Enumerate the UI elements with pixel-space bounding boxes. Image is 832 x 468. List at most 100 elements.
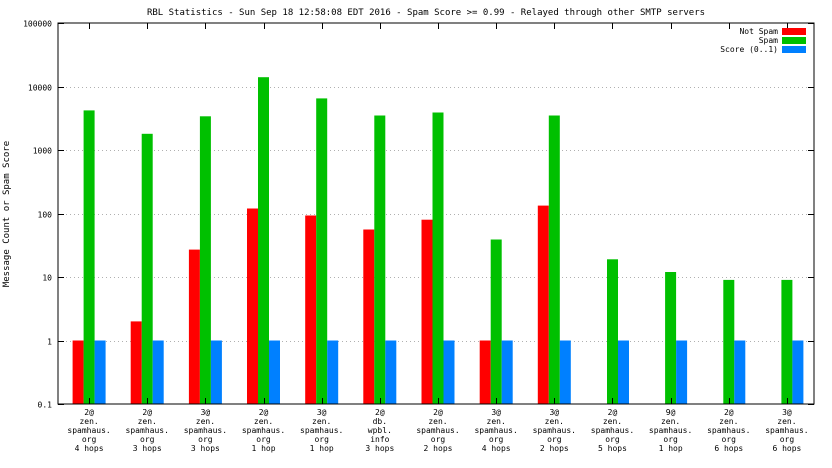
y-tick-label: 10 [42, 274, 52, 283]
x-tick-label-line: 6 hops [714, 444, 743, 453]
x-tick-label-line: 2@ [142, 408, 152, 417]
bar [188, 249, 200, 404]
x-tick-label-line: spamhaus. [184, 426, 227, 435]
bar [781, 279, 793, 404]
x-tick-label: 3@ zen. spamhaus. org 4 hops [474, 408, 517, 453]
bar [374, 115, 386, 404]
bar [72, 340, 84, 404]
x-tick-label-line: zen. [138, 417, 157, 426]
x-tick-label-line: org [722, 435, 737, 444]
x-tick-label-line: wpbl. [368, 426, 392, 435]
x-tick-label-line: zen. [254, 417, 273, 426]
y-axis-ticks: 0.1 1 10 100 1000 10000 100000 [23, 20, 814, 410]
x-tick-label-line: 2@ [608, 408, 618, 417]
legend-label: Spam [759, 36, 778, 45]
x-tick-label-line: 1 hop [251, 444, 275, 453]
bar [421, 219, 433, 404]
bar [665, 272, 677, 404]
x-tick-label-line: org [256, 435, 271, 444]
x-tick-label-line: zen. [196, 417, 215, 426]
x-tick-label: 2@ zen. spamhaus. org 4 hops [67, 408, 110, 453]
bar [676, 340, 688, 404]
x-tick-label-line: zen. [312, 417, 331, 426]
y-tick-label: 100 [38, 211, 53, 220]
y-tick-label: 0.1 [38, 401, 53, 410]
x-tick-label-line: 2@ [84, 408, 94, 417]
x-tick-label-line: 3@ [782, 408, 792, 417]
legend-label: Score (0..1) [720, 45, 778, 54]
x-tick-label-line: 9@ [666, 408, 676, 417]
x-tick-label: 2@ zen. spamhaus. org 1 hop [242, 408, 285, 453]
x-tick-label-line: zen. [603, 417, 622, 426]
x-tick-label-line: info [370, 435, 389, 444]
x-tick-label: 2@ zen. spamhaus. org 5 hops [591, 408, 634, 453]
x-tick-label: 2@ zen. spamhaus. org 2 hops [416, 408, 459, 453]
bar [94, 340, 106, 404]
x-tick-label-line: zen. [777, 417, 796, 426]
y-tick-label: 100000 [23, 20, 52, 29]
x-tick-label-line: spamhaus. [126, 426, 169, 435]
bar [432, 112, 444, 404]
x-tick-label-line: org [431, 435, 446, 444]
bar [305, 215, 317, 404]
bar [247, 208, 258, 404]
x-tick-label: 3@ zen. spamhaus. org 1 hop [300, 408, 343, 453]
x-tick-label-line: 1 hop [659, 444, 683, 453]
x-tick-label-line: spamhaus. [765, 426, 808, 435]
x-tick-label-line: 2@ [724, 408, 734, 417]
bar [443, 340, 455, 404]
bar [258, 77, 269, 404]
x-tick-label: 2@ zen. spamhaus. org 3 hops [126, 408, 169, 453]
x-tick-label-line: spamhaus. [67, 426, 110, 435]
x-tick-label-line: 3 hops [133, 444, 162, 453]
x-tick-label-line: zen. [428, 417, 447, 426]
x-tick-label-line: zen. [487, 417, 506, 426]
x-tick-label-line: 3 hops [365, 444, 394, 453]
x-tick-label-line: org [82, 435, 97, 444]
bar [559, 340, 571, 404]
y-axis-label: Message Count or Spam Score [2, 141, 12, 287]
legend-swatch [782, 37, 806, 44]
bar [618, 340, 629, 404]
x-tick-label-line: org [547, 435, 562, 444]
x-tick-label-line: zen. [661, 417, 680, 426]
bar [548, 115, 560, 404]
x-tick-label-line: org [140, 435, 155, 444]
chart-title: RBL Statistics - Sun Sep 18 12:58:08 EDT… [147, 8, 705, 18]
bar [723, 279, 735, 404]
x-tick-label-line: org [198, 435, 213, 444]
x-tick-label-line: org [489, 435, 504, 444]
x-tick-label-line: spamhaus. [242, 426, 285, 435]
x-tick-label-line: 3 hops [191, 444, 220, 453]
x-tick-label-line: 2 hops [424, 444, 453, 453]
x-tick-label-line: 5 hops [598, 444, 627, 453]
x-tick-label-line: 4 hops [75, 444, 104, 453]
bar [385, 340, 397, 404]
x-tick-label-line: org [605, 435, 620, 444]
legend-label: Not Spam [739, 27, 778, 36]
bar [607, 259, 618, 404]
bar [363, 229, 375, 404]
x-tick-label-line: zen. [545, 417, 564, 426]
x-tick-label-line: 2@ [433, 408, 443, 417]
bar [141, 133, 153, 405]
x-tick-label: 2@ zen. spamhaus. org 6 hops [707, 408, 750, 453]
legend-swatch [782, 46, 806, 53]
x-tick-label-line: org [314, 435, 329, 444]
bar [490, 239, 502, 404]
bar [210, 340, 222, 404]
x-tick-label: 3@ zen. spamhaus. org 6 hops [765, 408, 808, 453]
y-tick-label: 1 [47, 338, 52, 347]
x-tick-label: 2@ db. wpbl. info 3 hops [365, 408, 394, 453]
x-tick-label: 9@ zen. spamhaus. org 1 hop [649, 408, 692, 453]
bar [199, 116, 211, 405]
x-tick-label-line: org [663, 435, 678, 444]
bar [501, 340, 513, 404]
bar [734, 340, 746, 404]
x-tick-label-line: spamhaus. [300, 426, 343, 435]
x-tick-label-line: zen. [719, 417, 738, 426]
x-tick-label-line: 6 hops [772, 444, 801, 453]
